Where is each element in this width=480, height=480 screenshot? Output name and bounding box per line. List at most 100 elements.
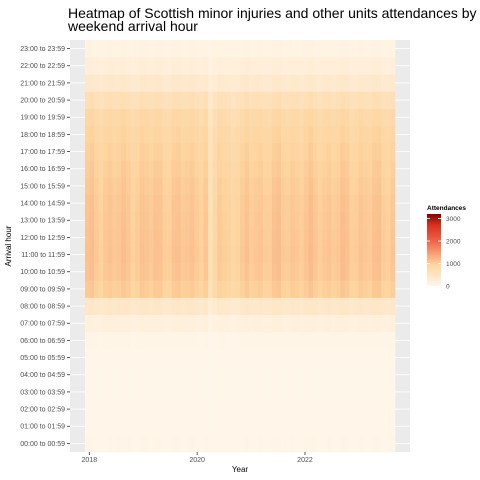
heatmap-cell [235, 57, 241, 75]
heatmap-cell [139, 160, 145, 178]
heatmap-cell [126, 211, 131, 230]
heatmap-cell [103, 314, 109, 333]
heatmap-cell [194, 366, 200, 384]
heatmap-cell [290, 417, 296, 436]
heatmap-cell [349, 314, 355, 333]
heatmap-cell [331, 143, 337, 161]
heatmap-cell [385, 417, 391, 436]
heatmap-cell [244, 434, 250, 453]
heatmap-cell [303, 400, 309, 418]
heatmap-cell [358, 108, 364, 127]
heatmap-cell [308, 177, 314, 195]
heatmap-cell [89, 383, 95, 401]
heatmap-cell [335, 211, 341, 230]
heatmap-cell [217, 40, 223, 58]
heatmap-cell [353, 314, 359, 333]
heatmap-cell [185, 57, 191, 75]
heatmap-cell [372, 143, 378, 161]
heatmap-cell [126, 194, 131, 212]
heatmap-cell [180, 143, 186, 161]
heatmap-cell [185, 177, 191, 195]
heatmap-cell [94, 108, 99, 127]
heatmap-cell [189, 400, 195, 418]
heatmap-cell [294, 263, 300, 281]
chart-title-line-2: weekend arrival hour [67, 18, 198, 34]
heatmap-cell [390, 246, 396, 264]
heatmap-cell [276, 349, 282, 367]
heatmap-cell [162, 160, 168, 178]
y-tick-label: 15:00 to 15:59 [20, 183, 65, 190]
heatmap-cell [89, 280, 95, 298]
heatmap-cell [226, 228, 232, 247]
heatmap-cell [349, 297, 355, 315]
heatmap-cell [317, 246, 323, 264]
heatmap-cell [349, 434, 355, 453]
heatmap-cell [385, 434, 391, 453]
heatmap-cell [326, 74, 332, 92]
heatmap-cell [240, 400, 245, 418]
heatmap-cell [344, 297, 350, 315]
heatmap-cell [385, 314, 391, 333]
heatmap-cell [299, 331, 305, 350]
heatmap-cell [244, 143, 250, 161]
heatmap-cell [89, 400, 95, 418]
heatmap-cell [326, 383, 332, 401]
heatmap-cell [367, 91, 373, 109]
heatmap-cell [112, 211, 118, 230]
heatmap-cell [290, 125, 296, 144]
heatmap-cell [367, 383, 373, 401]
heatmap-cell [271, 280, 277, 298]
heatmap-cell [281, 280, 286, 298]
heatmap-cell [226, 383, 232, 401]
heatmap-cell [303, 434, 309, 453]
heatmap-cell [176, 57, 182, 75]
heatmap-cell [221, 417, 227, 436]
heatmap-cell [271, 434, 277, 453]
heatmap-cell [244, 366, 250, 384]
heatmap-cell [185, 400, 191, 418]
heatmap-cell [162, 314, 168, 333]
heatmap-cell [322, 263, 327, 281]
heatmap-cell [162, 383, 168, 401]
heatmap-cell [130, 74, 136, 92]
heatmap-cell [180, 40, 186, 58]
heatmap-cell [94, 177, 99, 195]
heatmap-cell [185, 108, 191, 127]
heatmap-cell [176, 246, 182, 264]
heatmap-cell [226, 366, 232, 384]
heatmap-cell [85, 280, 90, 298]
heatmap-cell [176, 194, 182, 212]
heatmap-cell [303, 108, 309, 127]
heatmap-cell [176, 280, 182, 298]
heatmap-cell [94, 400, 99, 418]
heatmap-cell [189, 74, 195, 92]
heatmap-cell [212, 314, 218, 333]
heatmap-cell [194, 108, 200, 127]
heatmap-cell [322, 40, 327, 58]
heatmap-cell [208, 160, 213, 178]
heatmap-cell [390, 125, 396, 144]
heatmap-cell [367, 366, 373, 384]
heatmap-cell [208, 57, 213, 75]
heatmap-cell [331, 349, 337, 367]
heatmap-cell [198, 246, 204, 264]
heatmap-cell [308, 40, 314, 58]
heatmap-cell [144, 74, 150, 92]
heatmap-cell [390, 177, 396, 195]
heatmap-cell [217, 366, 223, 384]
heatmap-cell [116, 400, 122, 418]
heatmap-cell [249, 74, 254, 92]
heatmap-cell [162, 366, 168, 384]
heatmap-cell [244, 91, 250, 109]
heatmap-cell [126, 125, 131, 144]
heatmap-cell [162, 194, 168, 212]
heatmap-cell [344, 160, 350, 178]
heatmap-cell [194, 57, 200, 75]
heatmap-cell [376, 280, 382, 298]
heatmap-cell [303, 297, 309, 315]
heatmap-cell [290, 246, 296, 264]
heatmap-cell [103, 246, 109, 264]
heatmap-cell [376, 349, 382, 367]
heatmap-cell [167, 246, 172, 264]
heatmap-cell [340, 366, 346, 384]
